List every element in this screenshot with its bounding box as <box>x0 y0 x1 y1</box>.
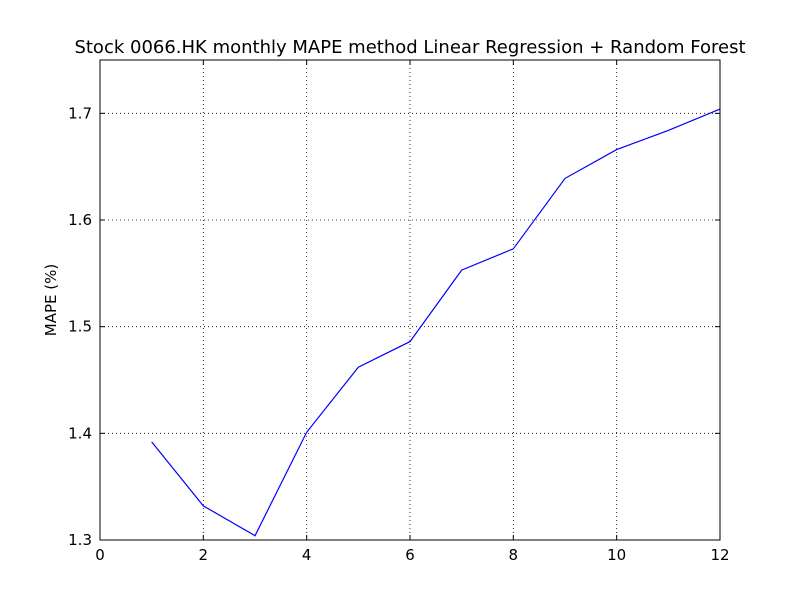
x-tick-label: 6 <box>405 546 415 564</box>
chart-title: Stock 0066.HK monthly MAPE method Linear… <box>74 37 745 58</box>
y-tick-label: 1.5 <box>68 318 92 336</box>
x-axis: 0 2 4 6 8 10 12 <box>95 60 730 564</box>
y-axis-label: MAPE (%) <box>42 264 60 336</box>
x-tick-label: 8 <box>509 546 519 564</box>
x-tick-label: 12 <box>710 546 729 564</box>
y-axis: 1.3 1.4 1.5 1.6 1.7 <box>68 104 720 549</box>
y-tick-label: 1.7 <box>68 104 92 122</box>
x-tick-label: 10 <box>607 546 626 564</box>
y-tick-label: 1.3 <box>68 531 92 549</box>
grid <box>99 60 721 541</box>
series-layer <box>151 108 721 537</box>
x-tick-label: 4 <box>302 546 312 564</box>
y-tick-label: 1.6 <box>68 211 92 229</box>
x-tick-label: 0 <box>95 546 105 564</box>
y-tick-label: 1.4 <box>68 424 92 442</box>
x-tick-label: 2 <box>199 546 209 564</box>
series-line <box>151 108 721 537</box>
